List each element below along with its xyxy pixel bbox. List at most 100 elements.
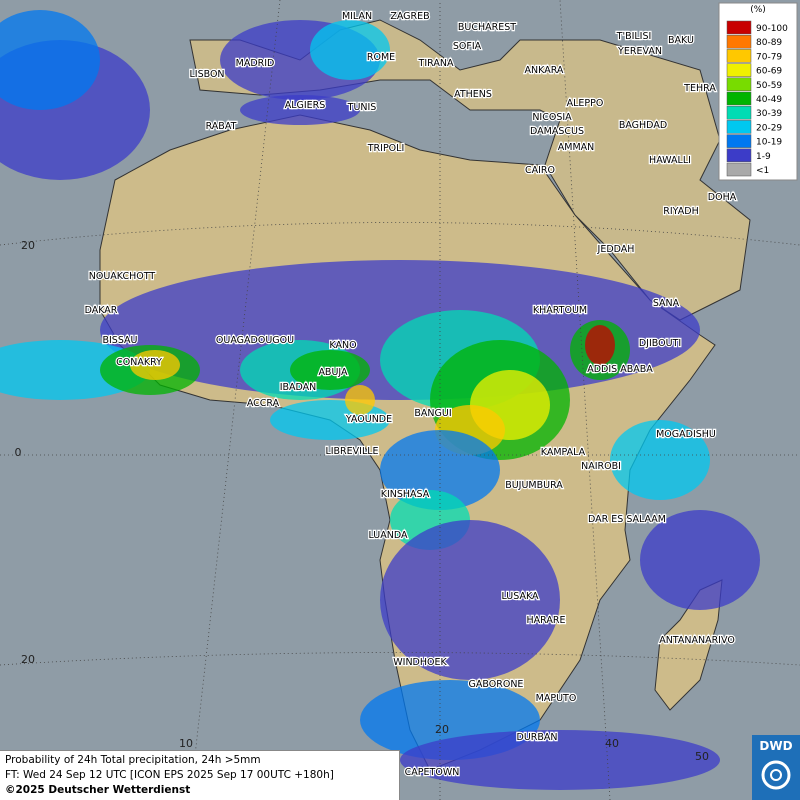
precip-area <box>640 510 760 610</box>
city-label: LIBREVILLE <box>325 446 378 457</box>
city-label: SANA <box>653 298 680 309</box>
city-label: ANKARA <box>525 65 564 76</box>
city-label: DAKAR <box>85 305 118 316</box>
city-label: BUCHAREST <box>458 22 516 33</box>
parallel <box>0 222 800 246</box>
grid-label: 20 <box>21 239 35 252</box>
meridian <box>559 0 611 800</box>
city-label: ALGIERS <box>285 100 326 111</box>
city-label: SOFIA <box>453 41 482 52</box>
city-label: KHARTOUM <box>533 305 587 316</box>
city-label: AMMAN <box>558 142 595 153</box>
city-label: MILAN <box>342 11 372 22</box>
city-label: ABUJA <box>318 367 348 378</box>
city-label: MOGADISHU <box>656 429 716 440</box>
logo-swirl <box>761 760 791 790</box>
legend: (%) 90-100 80-89 70-79 60-69 50-59 40-49 30-39… <box>718 2 798 181</box>
legend-swatch <box>726 49 752 63</box>
grid-label: 50 <box>695 750 709 763</box>
footer-line: FT: Wed 24 Sep 12 UTC [ICON EPS 2025 Sep… <box>5 769 334 781</box>
city-label: DJIBOUTI <box>639 338 681 349</box>
precip-area <box>130 350 180 380</box>
city-label: KAMPALA <box>541 447 586 458</box>
city-label: ACCRA <box>247 398 280 409</box>
city-label: NOUAKCHOTT <box>89 271 156 282</box>
city-label: BAGHDAD <box>619 120 667 131</box>
grid-label: 20 <box>435 723 449 736</box>
grid-label: 20 <box>21 653 35 666</box>
precip-area <box>345 385 375 415</box>
legend-label: 50-59 <box>756 81 782 91</box>
city-label: CAIRO <box>525 165 555 176</box>
city-label: DOHA <box>708 192 737 203</box>
city-label: DURBAN <box>517 732 558 743</box>
grid-label: 0 <box>15 446 22 459</box>
grid-label: 10 <box>179 737 193 750</box>
precip-area <box>0 10 100 110</box>
precipitation-field <box>0 10 760 790</box>
legend-swatch <box>726 63 752 77</box>
city-labels: MILAN ZAGREB BUCHAREST LISBON MADRID ROME SOFI… <box>83 10 738 779</box>
legend-swatch <box>726 91 752 106</box>
city-label: HAWALLI <box>649 155 691 166</box>
legend-label: 60-69 <box>756 67 782 77</box>
city-label: RABAT <box>206 121 237 132</box>
city-label: CONAKRY <box>116 357 162 368</box>
city-label: MAPUTO <box>536 693 577 704</box>
parallel <box>0 652 800 666</box>
precip-area <box>310 20 390 80</box>
legend-label: <1 <box>756 166 769 176</box>
city-label: MADRID <box>236 58 275 69</box>
legend-label: 90-100 <box>756 24 788 34</box>
city-label: WINDHOEK <box>393 657 447 668</box>
legend-title: (%) <box>750 5 766 15</box>
precip-area <box>585 325 615 365</box>
precip-area <box>240 95 360 125</box>
city-label: ALEPPO <box>567 98 604 109</box>
city-label: TRIPOLI <box>367 143 405 154</box>
footer-line: ©2025 Deutscher Wetterdienst <box>5 784 191 796</box>
legend-swatch <box>726 120 752 134</box>
city-label: ATHENS <box>454 89 492 100</box>
legend-label: 30-39 <box>756 109 782 119</box>
city-label: YAOUNDE <box>345 414 392 425</box>
legend-swatch <box>726 148 752 163</box>
city-label: KANO <box>329 340 356 351</box>
legend-label: 10-19 <box>756 138 782 148</box>
legend-label: 40-49 <box>756 95 782 105</box>
city-label: BAKU <box>668 35 694 46</box>
city-label: LISBON <box>189 69 224 80</box>
city-label: ANTANANARIVO <box>659 635 735 646</box>
city-label: OUAGADOUGOU <box>216 335 294 346</box>
legend-swatch <box>726 20 752 35</box>
grid-labels: 20 0 20 10 20 40 50 <box>15 239 710 763</box>
legend-swatch <box>726 105 752 120</box>
footer-line: Probability of 24h Total precipitation, … <box>5 754 261 766</box>
city-label: JEDDAH <box>597 244 635 255</box>
city-label: RIYADH <box>663 206 698 217</box>
city-label: ZAGREB <box>390 11 429 22</box>
legend-swatch <box>726 34 752 49</box>
precip-area <box>400 730 720 790</box>
city-label: NAIROBI <box>581 461 621 472</box>
legend-label: 80-89 <box>756 38 782 48</box>
city-label: KINSHASA <box>381 489 430 500</box>
legend-label: 70-79 <box>756 52 782 62</box>
city-label: DAR ES SALAAM <box>588 514 666 525</box>
city-label: TUNIS <box>347 102 377 113</box>
city-label: TEHRA <box>683 83 716 94</box>
dwd-logo: DWD <box>752 735 800 800</box>
logo-swirl <box>770 769 782 781</box>
city-label: IBADAN <box>280 382 317 393</box>
city-label: GABORONE <box>469 679 524 690</box>
city-label: TIRANA <box>418 58 454 69</box>
city-label: YEREVAN <box>617 46 662 57</box>
city-label: DAMASCUS <box>530 126 584 137</box>
city-label: LUSAKA <box>501 591 539 602</box>
legend-label: 20-29 <box>756 123 782 133</box>
eurasia <box>189 19 751 321</box>
city-label: T'BILISI <box>616 31 652 42</box>
city-label: HARARE <box>527 615 566 626</box>
